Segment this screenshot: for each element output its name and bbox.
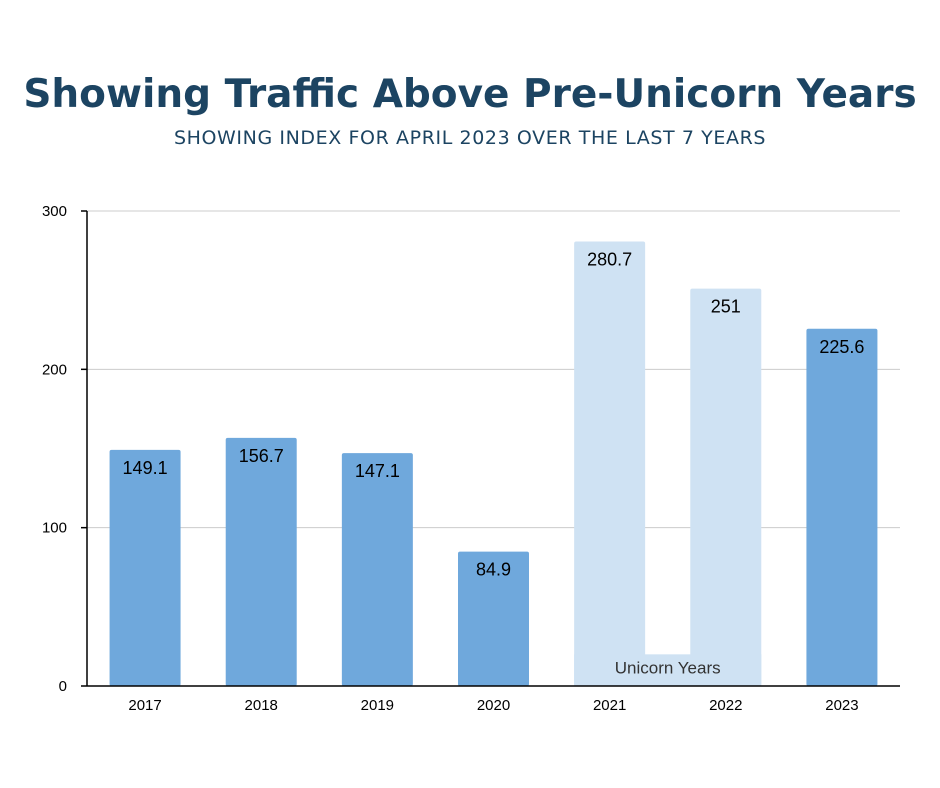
- data-label-2022: 251: [711, 297, 741, 317]
- bar-2021: [574, 241, 646, 686]
- axes: [81, 210, 900, 687]
- data-label-2020: 84.9: [476, 560, 511, 580]
- x-tick-label: 2018: [245, 697, 278, 714]
- chart-subtitle: SHOWING INDEX FOR APRIL 2023 OVER THE LA…: [173, 127, 767, 149]
- y-tick-label: 200: [42, 361, 67, 378]
- data-label-2019: 147.1: [355, 461, 400, 481]
- x-tick-label: 2021: [593, 697, 626, 714]
- bar-2018: [225, 437, 297, 686]
- x-tick-label: 2020: [477, 697, 510, 714]
- gridlines: [87, 210, 900, 529]
- x-tick-label: 2017: [128, 697, 161, 714]
- labels: 0 100 200 300 149.1 2017 156.7 2018 147.1 2019 84.…: [42, 203, 864, 714]
- bar-2017: [109, 449, 181, 686]
- bars: [109, 241, 878, 686]
- x-tick-label: 2022: [709, 697, 742, 714]
- unicorn-years-bracket: [574, 654, 762, 686]
- y-tick-label: 300: [42, 203, 67, 220]
- data-label-2023: 225.6: [819, 337, 864, 357]
- x-tick-label: 2019: [361, 697, 394, 714]
- x-tick-label: 2023: [825, 697, 858, 714]
- bar-2019: [341, 453, 413, 686]
- y-tick-label: 0: [59, 678, 67, 695]
- bar-2020: [458, 551, 529, 686]
- bar-2022: [690, 288, 762, 686]
- data-label-2017: 149.1: [123, 458, 168, 478]
- data-label-2021: 280.7: [587, 250, 632, 270]
- unicorn-years-label: Unicorn Years: [615, 658, 721, 677]
- data-label-2018: 156.7: [239, 446, 284, 466]
- y-tick-label: 100: [42, 520, 67, 537]
- chart-title: Showing Traffic Above Pre-Unicorn Years: [23, 72, 917, 117]
- bar-2023: [806, 328, 878, 686]
